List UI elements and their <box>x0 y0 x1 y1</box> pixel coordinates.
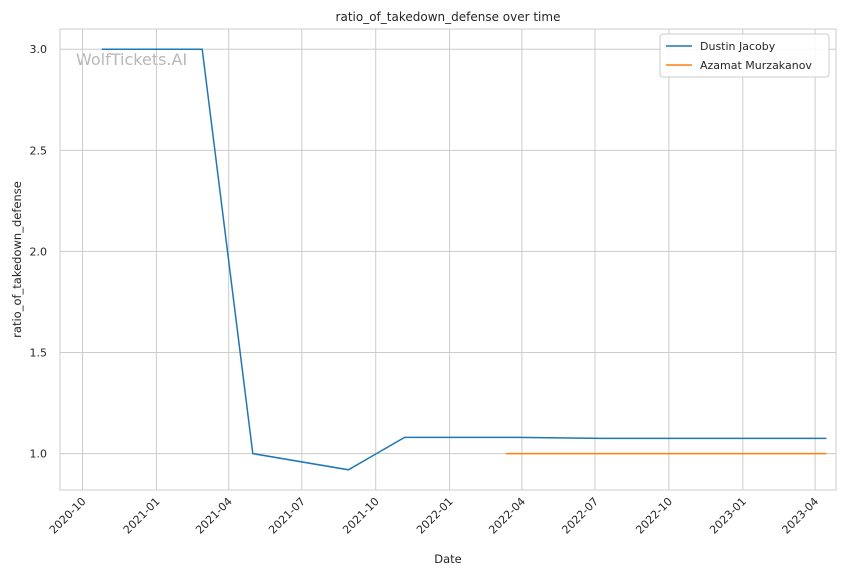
x-tick-label: 2022-04 <box>486 495 528 537</box>
y-tick-label: 1.5 <box>30 347 48 360</box>
x-axis-ticks: 2020-10 2021-01 2021-04 2021-07 2021-10 2022-… <box>47 495 821 537</box>
y-axis-ticks: 1.0 1.5 2.0 2.5 3.0 <box>30 43 48 460</box>
x-tick-label: 2021-04 <box>193 495 235 537</box>
x-tick-label: 2023-04 <box>780 495 822 537</box>
legend-label: Azamat Murzakanov <box>700 59 812 72</box>
chart-title: ratio_of_takedown_defense over time <box>336 10 561 24</box>
x-tick-label: 2021-10 <box>340 495 382 537</box>
x-tick-label: 2022-01 <box>414 495 456 537</box>
y-tick-label: 2.5 <box>30 144 48 157</box>
legend-label: Dustin Jacoby <box>700 40 776 53</box>
x-tick-label: 2020-10 <box>47 495 89 537</box>
series-line-0 <box>101 48 827 471</box>
legend: Dustin Jacoby Azamat Murzakanov <box>659 33 830 78</box>
legend-box <box>659 33 830 78</box>
y-tick-label: 1.0 <box>30 448 48 461</box>
y-tick-label: 3.0 <box>30 43 48 56</box>
grid <box>60 29 836 490</box>
x-tick-label: 2021-01 <box>121 495 163 537</box>
watermark: WolfTickets.AI <box>76 50 187 69</box>
x-tick-label: 2022-07 <box>559 495 601 537</box>
y-tick-label: 2.0 <box>30 245 48 258</box>
y-axis-label: ratio_of_takedown_defense <box>10 181 24 338</box>
plot-frame <box>59 28 837 491</box>
series-lines <box>101 48 827 471</box>
x-axis-label: Date <box>434 552 462 566</box>
x-tick-label: 2022-10 <box>633 495 675 537</box>
x-tick-label: 2023-01 <box>707 495 749 537</box>
x-tick-label: 2021-07 <box>266 495 308 537</box>
